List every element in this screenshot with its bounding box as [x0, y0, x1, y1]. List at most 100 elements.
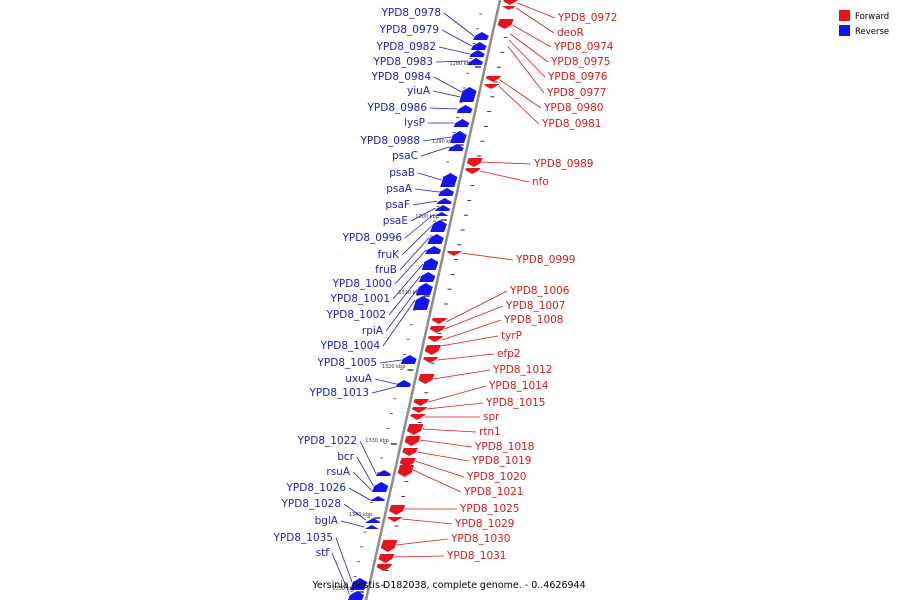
map-caption: Yersinia pestis D182038, complete genome…	[311, 580, 585, 591]
forward-gene-label: YPD8_0975	[550, 56, 610, 68]
reverse-leader-line	[412, 200, 438, 206]
forward-gene-label: YPD8_1008	[503, 314, 563, 326]
reverse-gene-label: rsuA	[326, 466, 350, 478]
forward-leader-line	[479, 170, 530, 183]
gene-features	[348, 0, 518, 600]
forward-gene-label: YPD8_1029	[454, 518, 514, 530]
forward-gene-feature	[380, 540, 398, 552]
reverse-leader-line	[348, 487, 371, 501]
reverse-gene-label: YPD8_0978	[381, 7, 441, 19]
forward-gene-label: YPD8_1031	[446, 550, 506, 562]
forward-leader-line	[508, 39, 546, 78]
strand-legend: Forward Reverse	[839, 10, 889, 37]
reverse-gene-label: uxuA	[345, 373, 373, 385]
forward-gene-feature	[501, 6, 517, 10]
reverse-gene-label: YPD8_1002	[326, 309, 386, 321]
reverse-gene-label: YPD8_1026	[286, 482, 347, 494]
forward-gene-label: YPD8_0989	[533, 158, 593, 170]
forward-gene-label: YPD8_1014	[488, 380, 549, 392]
forward-gene-feature	[502, 0, 518, 5]
forward-gene-label: YPD8_1007	[505, 300, 565, 312]
tick-label: 1280 kbp	[449, 61, 473, 67]
forward-gene-label: YPD8_0981	[541, 118, 601, 130]
reverse-gene-feature	[363, 525, 379, 529]
forward-leader-line	[441, 319, 502, 341]
reverse-gene-label: psaB	[389, 167, 415, 179]
reverse-gene-feature	[456, 105, 473, 113]
reverse-leader-line	[429, 107, 458, 110]
forward-gene-feature	[411, 407, 428, 413]
reverse-gene-label: YPD8_1022	[297, 435, 357, 447]
forward-gene-feature	[404, 436, 421, 446]
reverse-leader-line	[335, 537, 353, 583]
reverse-leader-line	[433, 76, 462, 93]
reverse-gene-label: stf	[316, 547, 330, 559]
forward-gene-feature	[402, 448, 418, 456]
gene-labels: YPD8_0972 deoR YPD8_0974 YPD8_0975 YPD8_0976…	[273, 7, 618, 562]
forward-gene-feature	[399, 458, 416, 467]
reverse-leader-line	[420, 146, 450, 157]
reverse-gene-label: YPD8_1004	[320, 340, 381, 352]
forward-gene-label: efp2	[497, 348, 521, 360]
genome-backbone	[364, 0, 502, 600]
forward-gene-feature	[429, 326, 446, 333]
forward-gene-feature	[422, 357, 439, 363]
forward-gene-label: rtn1	[479, 426, 501, 438]
reverse-leader-line	[399, 237, 430, 271]
reverse-gene-label: bcr	[337, 451, 354, 463]
reverse-gene-feature	[365, 518, 381, 523]
reverse-leader-line	[410, 207, 436, 222]
forward-gene-feature	[446, 251, 462, 256]
forward-leader-line	[498, 85, 540, 125]
tick-label: 1350 kbp	[332, 586, 356, 592]
forward-leader-line	[396, 538, 449, 546]
forward-gene-feature	[497, 19, 514, 29]
forward-leader-line	[402, 518, 453, 525]
reverse-gene-feature	[395, 380, 412, 387]
reverse-gene-label: rpiA	[362, 325, 384, 337]
tick-label: 1300 kbp	[415, 214, 439, 220]
forward-leader-line	[422, 428, 477, 433]
forward-gene-label: YPD8_1018	[474, 441, 534, 453]
reverse-leader-line	[401, 225, 432, 256]
forward-gene-label: YPD8_0972	[557, 12, 617, 24]
reverse-gene-label: psaF	[385, 199, 410, 211]
reverse-gene-label: psaA	[386, 183, 413, 195]
forward-gene-label: YPD8_1015	[485, 397, 545, 409]
reverse-gene-feature	[427, 234, 444, 244]
reverse-gene-label: psaE	[383, 215, 408, 227]
reverse-leader-line	[422, 136, 452, 142]
reverse-gene-feature	[375, 470, 392, 476]
reverse-leader-line	[385, 288, 418, 332]
forward-gene-label: YPD8_0974	[553, 41, 614, 53]
reverse-leader-line	[374, 378, 397, 385]
reverse-leader-line	[343, 503, 367, 521]
reverse-gene-label: YPD8_0988	[360, 135, 420, 147]
reverse-leader-line	[379, 359, 402, 364]
forward-leader-line	[417, 451, 470, 462]
reverse-gene-label: bglA	[315, 515, 339, 527]
forward-gene-label: YPD8_1019	[471, 455, 531, 467]
reverse-gene-label: YPD8_0996	[342, 232, 403, 244]
reverse-gene-feature	[370, 496, 386, 501]
reverse-gene-feature	[430, 220, 447, 232]
reverse-leader-line	[417, 172, 442, 181]
reverse-gene-label: fruB	[375, 264, 397, 276]
reverse-gene-feature	[372, 482, 389, 492]
forward-leader-line	[445, 290, 508, 323]
forward-gene-feature	[431, 318, 447, 324]
reverse-leader-line	[392, 263, 424, 300]
forward-leader-line	[419, 439, 473, 448]
reverse-gene-label: YPD8_0986	[367, 102, 428, 114]
reverse-gene-label: lysP	[404, 117, 425, 129]
reverse-gene-feature	[419, 272, 436, 282]
forward-gene-label: spr	[483, 411, 500, 423]
forward-gene-label: nfo	[532, 176, 549, 188]
forward-leader-line	[499, 79, 542, 109]
reverse-gene-label: YPD8_0979	[379, 24, 439, 36]
forward-leader-line	[412, 469, 462, 493]
legend-forward-label: Forward	[855, 12, 889, 22]
reverse-gene-feature	[348, 591, 365, 600]
forward-gene-feature	[466, 158, 483, 167]
